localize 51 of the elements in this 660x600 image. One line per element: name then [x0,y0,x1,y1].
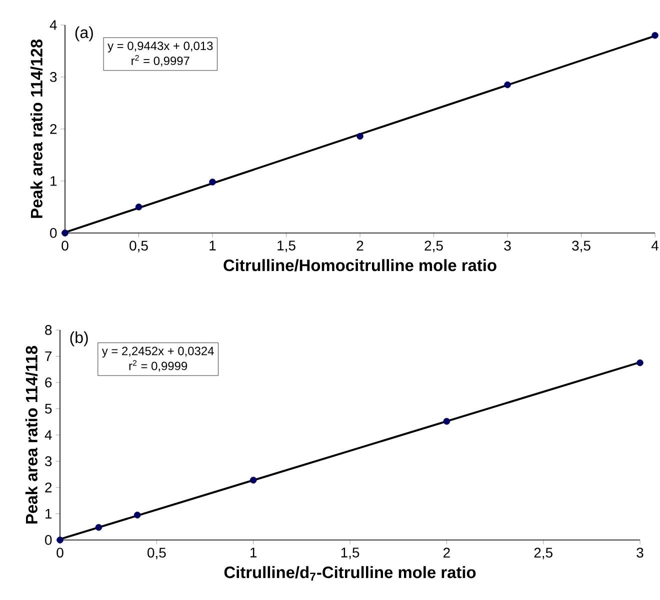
annotation: r$^{2}$ = 0,9997 [132,55,190,66]
y-tick-label: 8 [45,325,52,335]
point [250,476,257,484]
point [62,230,68,236]
x-tick-label: 2,5 [534,548,552,560]
y-tick-label: 1 [46,508,52,519]
y-tick-label: 5 [45,404,52,414]
x-tick-label: 3,5 [572,240,590,252]
x-tick-label: 1 [210,240,216,250]
y-axis-title: Peak area ratio 114/128 [30,39,43,218]
x-tick-label: 2 [356,240,364,250]
y-tick-label: 1 [50,176,57,186]
annotation: (b) [70,331,88,346]
annotation: (a) [75,26,93,42]
x-tick-label: 0 [62,240,68,251]
x-tick-label: 1 [250,548,257,558]
x-tick-label: 0 [56,548,64,558]
y-tick-label: 0 [45,535,52,545]
point [636,359,644,366]
y-tick-label: 3 [45,456,52,466]
x-tick-label: 3 [504,240,511,251]
annotation: r$^{2}$ = 0,9999 [129,360,188,372]
y-tick-label: 4 [50,20,57,30]
y-tick-label: 3 [50,72,57,82]
annotation: y = 2,2452x + 0,0324 [102,346,214,358]
point [56,536,64,544]
y-tick-label: 7 [45,351,52,362]
point [356,132,364,140]
y-tick-label: 2 [45,482,52,492]
annotation: y = 0,9443x + 0,013 [108,42,213,52]
x-tick-label: 4 [651,240,658,250]
x-tick-label: 1,5 [278,240,296,252]
x-tick-label: 2,5 [424,240,443,252]
x-tick-label: 0,5 [130,240,148,252]
point [134,512,141,518]
x-axis-title: Citrulline/d$_{7}$-Citrulline mole ratio [224,566,476,581]
x-tick-label: 1,5 [341,548,360,560]
point [443,418,450,425]
y-tick-label: 2 [50,124,57,134]
point [209,178,216,186]
point [95,524,102,531]
x-tick-label: 3 [636,548,644,558]
point [135,204,142,210]
point [504,81,511,88]
y-tick-label: 6 [45,378,52,388]
x-axis-title: Citrulline/Homocitrulline mole ratio [224,259,496,272]
x-tick-label: 0,5 [148,548,166,560]
y-tick-label: 4 [44,430,52,440]
y-tick-label: 0 [50,228,57,238]
y-axis-title: Peak area ratio 114/118 [25,346,38,524]
x-tick-label: 2 [444,548,450,558]
